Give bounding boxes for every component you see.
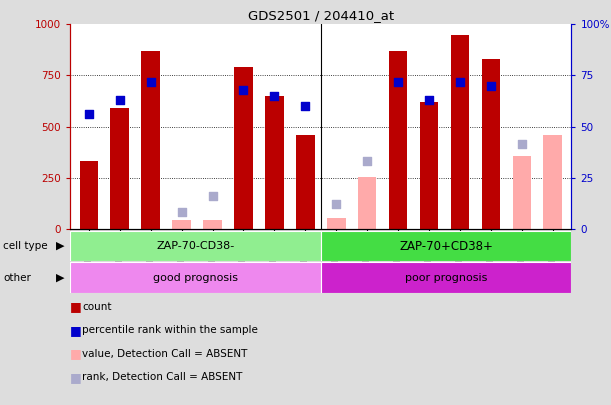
- Point: [269, 93, 279, 99]
- Point: [517, 141, 527, 147]
- Point: [486, 83, 496, 89]
- Point: [115, 97, 125, 103]
- Text: poor prognosis: poor prognosis: [405, 273, 487, 283]
- Text: ■: ■: [70, 371, 82, 384]
- Bar: [70, 262, 321, 293]
- Text: rank, Detection Call = ABSENT: rank, Detection Call = ABSENT: [82, 373, 243, 382]
- Point: [362, 158, 372, 164]
- Bar: [172, 220, 191, 229]
- Bar: [70, 231, 321, 261]
- Text: ■: ■: [70, 301, 82, 313]
- Title: GDS2501 / 204410_at: GDS2501 / 204410_at: [247, 9, 394, 22]
- Text: ZAP-70+CD38+: ZAP-70+CD38+: [399, 239, 493, 253]
- Point: [177, 209, 186, 216]
- Bar: [111, 108, 129, 229]
- Bar: [451, 34, 469, 229]
- Bar: [358, 177, 376, 229]
- Bar: [481, 59, 500, 229]
- Point: [146, 78, 156, 85]
- Point: [208, 193, 218, 199]
- Bar: [543, 135, 562, 229]
- Text: ZAP-70-CD38-: ZAP-70-CD38-: [156, 241, 235, 251]
- Bar: [203, 220, 222, 229]
- Point: [455, 78, 465, 85]
- Text: value, Detection Call = ABSENT: value, Detection Call = ABSENT: [82, 349, 248, 359]
- Text: ▶: ▶: [56, 241, 64, 251]
- Bar: [321, 231, 571, 261]
- Bar: [141, 51, 160, 229]
- Point: [238, 87, 248, 93]
- Point: [301, 103, 310, 109]
- Bar: [420, 102, 438, 229]
- Text: count: count: [82, 302, 112, 312]
- Bar: [234, 67, 253, 229]
- Bar: [79, 161, 98, 229]
- Bar: [296, 135, 315, 229]
- Bar: [321, 262, 571, 293]
- Text: ▶: ▶: [56, 273, 64, 283]
- Text: ■: ■: [70, 324, 82, 337]
- Text: other: other: [3, 273, 31, 283]
- Text: ■: ■: [70, 347, 82, 360]
- Bar: [389, 51, 408, 229]
- Bar: [265, 96, 284, 229]
- Bar: [513, 156, 531, 229]
- Bar: [327, 217, 345, 229]
- Point: [331, 201, 341, 207]
- Point: [393, 78, 403, 85]
- Text: percentile rank within the sample: percentile rank within the sample: [82, 326, 258, 335]
- Text: cell type: cell type: [3, 241, 48, 251]
- Point: [424, 97, 434, 103]
- Point: [84, 111, 93, 117]
- Text: good prognosis: good prognosis: [153, 273, 238, 283]
